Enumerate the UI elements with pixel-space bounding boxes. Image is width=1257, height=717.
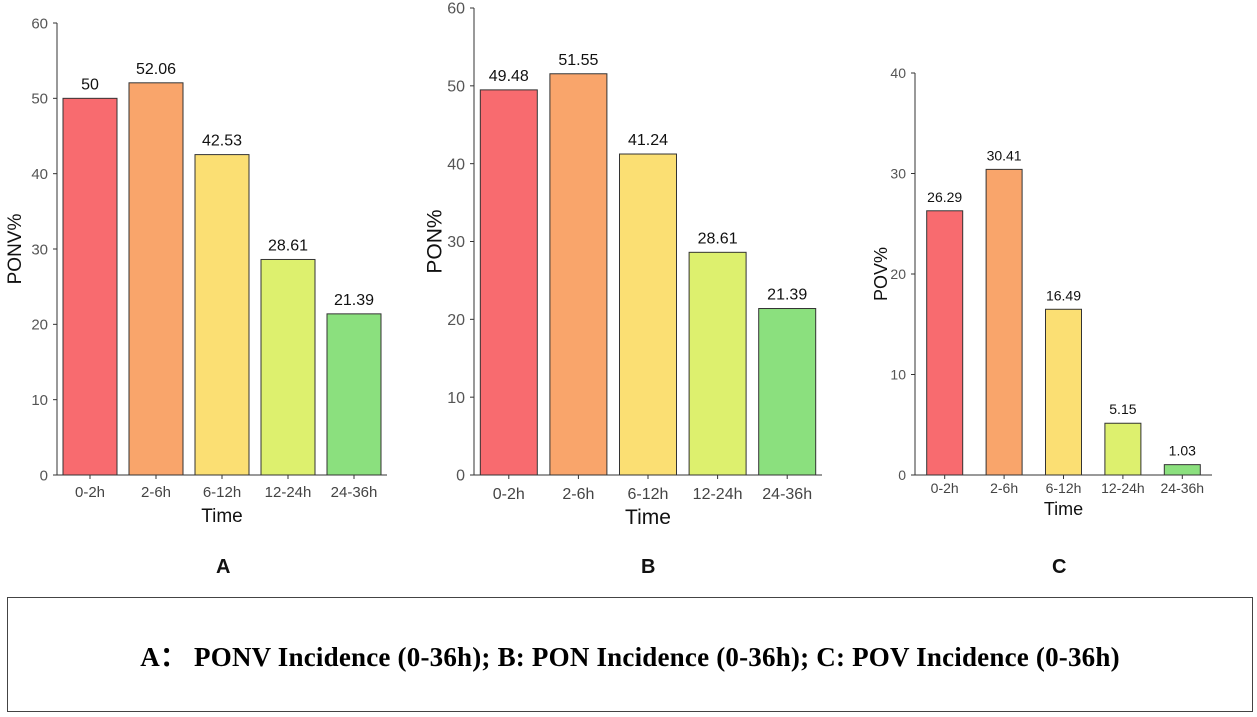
chart-c-x-tick-label: 0-2h bbox=[931, 480, 959, 496]
charts-area: 0 10 20 30 40 50 60 50 0-2h 52.06 2-6h 42.53 6-12h 28… bbox=[5, 1, 1212, 529]
chart-b-y-tick-label: 40 bbox=[447, 156, 465, 173]
chart-b-y-tick-label: 20 bbox=[447, 312, 465, 329]
chart-c-y-tick-label: 10 bbox=[890, 366, 906, 382]
chart-c-bar bbox=[1163, 464, 1201, 476]
chart-c-data-label: 5.15 bbox=[1109, 401, 1136, 417]
chart-c-x-tick-label: 6-12h bbox=[1046, 480, 1082, 496]
chart-c-x-axis-title: Time bbox=[1044, 499, 1083, 519]
chart-b-data-label: 49.48 bbox=[489, 68, 529, 85]
chart-a-y-tick-label: 40 bbox=[31, 166, 48, 183]
chart-c-bar bbox=[985, 168, 1023, 476]
chart-c-data-label: 1.03 bbox=[1169, 443, 1196, 459]
panel-letter-b: B bbox=[641, 556, 656, 578]
chart-c-x-tick-label: 24-36h bbox=[1161, 480, 1205, 496]
chart-a-y-tick-label: 60 bbox=[31, 15, 48, 32]
chart-a-bar bbox=[260, 258, 316, 476]
chart-b-data-label: 21.39 bbox=[767, 287, 807, 304]
chart-b-x-tick-label: 12-24h bbox=[693, 486, 743, 503]
chart-c-data-label: 26.29 bbox=[927, 189, 962, 205]
chart-b-y-tick-label: 0 bbox=[456, 468, 465, 485]
chart-a-y-tick-label: 0 bbox=[40, 467, 48, 484]
chart-c-x-tick-label: 2-6h bbox=[990, 480, 1018, 496]
chart-b-x-axis-title: Time bbox=[625, 506, 671, 529]
chart-b-y-tick-label: 10 bbox=[447, 390, 465, 407]
panel-letter-a: A bbox=[216, 556, 231, 578]
chart-a-x-tick-label: 24-36h bbox=[331, 484, 378, 501]
chart-a-bar bbox=[194, 154, 250, 476]
caption-text: A： PONV Incidence (0-36h); B: PON Incide… bbox=[140, 642, 1120, 672]
chart-a-data-label: 21.39 bbox=[334, 292, 374, 309]
chart-b-x-tick-label: 2-6h bbox=[562, 486, 594, 503]
chart-c-data-label: 16.49 bbox=[1046, 287, 1081, 303]
chart-b-bar bbox=[619, 153, 677, 476]
chart-a-x-tick-label: 12-24h bbox=[265, 484, 312, 501]
chart-a-data-label: 52.06 bbox=[136, 61, 176, 78]
chart-a-y-tick-label: 20 bbox=[31, 317, 48, 334]
chart-c-data-label: 30.41 bbox=[987, 147, 1022, 163]
chart-b-data-label: 41.24 bbox=[628, 132, 668, 149]
chart-c-y-axis-title: POV% bbox=[871, 247, 891, 301]
chart-c-bar bbox=[1104, 422, 1142, 476]
caption-box: A： PONV Incidence (0-36h); B: PON Incide… bbox=[7, 597, 1253, 712]
chart-a-x-tick-label: 2-6h bbox=[141, 484, 171, 501]
chart-a-data-label: 28.61 bbox=[268, 237, 308, 254]
chart-b-y-tick-label: 60 bbox=[447, 1, 465, 18]
chart-b-x-tick-label: 24-36h bbox=[762, 486, 812, 503]
chart-a-data-label: 50 bbox=[81, 76, 99, 93]
chart-a-y-tick-label: 30 bbox=[31, 241, 48, 258]
chart-c-y-tick-label: 20 bbox=[890, 266, 906, 282]
chart-a-data-label: 42.53 bbox=[202, 133, 242, 150]
chart-b-data-label: 28.61 bbox=[698, 230, 738, 247]
chart-b-y-axis-title: PON% bbox=[424, 209, 447, 273]
chart-a-y-tick-label: 50 bbox=[31, 91, 48, 108]
panel-letter-c: C bbox=[1052, 556, 1067, 578]
chart-a-x-tick-label: 0-2h bbox=[75, 484, 105, 501]
chart-a-x-axis-title: Time bbox=[201, 506, 243, 527]
chart-a-y-tick-label: 10 bbox=[31, 392, 48, 409]
chart-c-y-tick-label: 30 bbox=[890, 165, 906, 181]
chart-c-bar bbox=[1045, 308, 1082, 476]
chart-b-bar bbox=[758, 308, 817, 476]
chart-b-x-tick-label: 0-2h bbox=[493, 486, 525, 503]
chart-b-x-tick-label: 6-12h bbox=[628, 486, 669, 503]
chart-c-x-tick-label: 12-24h bbox=[1101, 480, 1145, 496]
chart-b-y-tick-label: 50 bbox=[447, 78, 465, 95]
chart-c-bar bbox=[926, 210, 964, 476]
chart-b-bar bbox=[688, 251, 747, 476]
chart-b-data-label: 51.55 bbox=[558, 52, 598, 69]
chart-b-bar bbox=[479, 89, 538, 476]
chart-a-bar bbox=[62, 97, 118, 476]
chart-b-bar bbox=[549, 73, 608, 476]
chart-a-y-axis-title: PONV% bbox=[5, 214, 26, 285]
chart-a-x-tick-label: 6-12h bbox=[203, 484, 241, 501]
chart-c-y-tick-label: 40 bbox=[890, 65, 906, 81]
chart-a-bar bbox=[326, 313, 382, 476]
chart-b-y-tick-label: 30 bbox=[447, 234, 465, 251]
chart-c-y-tick-label: 0 bbox=[898, 467, 906, 483]
chart-a-bar bbox=[128, 82, 184, 476]
